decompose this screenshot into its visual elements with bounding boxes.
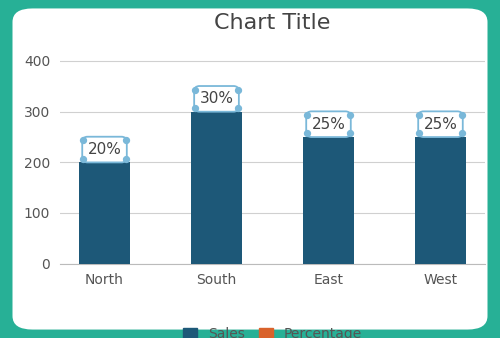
Point — [346, 113, 354, 118]
Point — [458, 131, 466, 136]
Bar — [80, 162, 130, 264]
Point — [190, 87, 198, 93]
Text: 25%: 25% — [312, 117, 346, 132]
Point — [302, 131, 310, 136]
Point — [122, 138, 130, 143]
Point — [78, 138, 86, 143]
Point — [234, 87, 242, 93]
Bar — [416, 137, 466, 264]
Point — [78, 156, 86, 162]
Bar — [304, 137, 354, 264]
Point — [414, 131, 422, 136]
Text: 20%: 20% — [88, 142, 122, 157]
Point — [346, 131, 354, 136]
Text: 30%: 30% — [200, 91, 234, 106]
Point — [458, 113, 466, 118]
Title: Chart Title: Chart Title — [214, 14, 330, 33]
Point — [234, 105, 242, 111]
Bar — [192, 112, 242, 264]
Point — [302, 113, 310, 118]
Legend: Sales, Percentage: Sales, Percentage — [183, 328, 362, 338]
Point — [414, 113, 422, 118]
Text: 25%: 25% — [424, 117, 458, 132]
Point — [190, 105, 198, 111]
Point — [122, 156, 130, 162]
